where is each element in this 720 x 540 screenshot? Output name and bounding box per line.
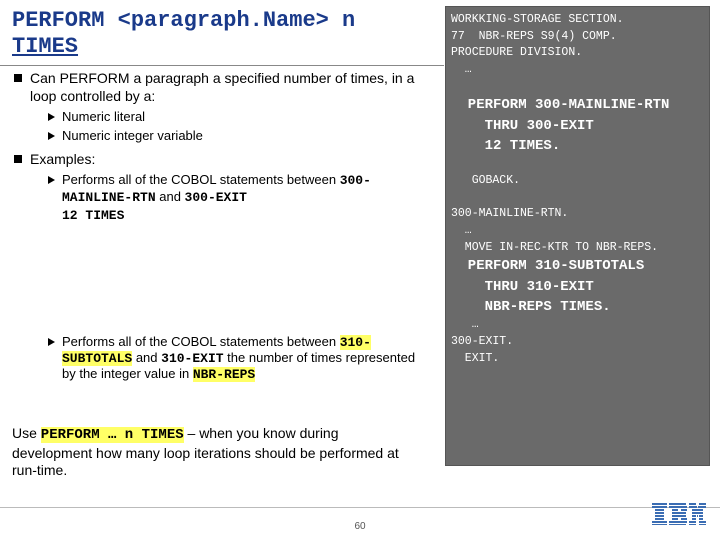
code-panel: WORKKING-STORAGE SECTION. 77 NBR-REPS S9…	[445, 6, 710, 466]
sub-list-1: Numeric literal Numeric integer variable	[30, 109, 432, 145]
c-l2: 77 NBR-REPS S9(4) COMP.	[451, 30, 617, 43]
ex2-and: and	[132, 350, 161, 365]
use-pre: Use	[12, 425, 41, 441]
bullet-list: Can PERFORM a paragraph a specified numb…	[12, 70, 432, 224]
footer-rule	[0, 507, 720, 508]
c-p1a: PERFORM 300-MAINLINE-RTN	[451, 97, 669, 113]
ex2-m3: NBR-REPS	[193, 367, 255, 382]
c-s6: EXIT.	[451, 352, 499, 365]
title-param: <paragraph.Name>	[118, 8, 329, 33]
c-p1c: 12 TIMES.	[451, 138, 560, 154]
code-content: WORKKING-STORAGE SECTION. 77 NBR-REPS S9…	[445, 6, 710, 373]
c-s5: 300-EXIT.	[451, 335, 513, 348]
ex1-m3: 12 TIMES	[62, 208, 124, 223]
c-l1: WORKKING-STORAGE SECTION.	[451, 13, 624, 26]
title-perform: PERFORM	[12, 8, 118, 33]
page-number: 60	[0, 521, 720, 532]
bullet-2: Examples: Performs all of the COBOL stat…	[12, 151, 432, 224]
sub-1: Numeric literal	[48, 109, 432, 125]
bullet-1-text: Can PERFORM a paragraph a specified numb…	[30, 70, 414, 104]
ex2-pre: Performs all of the COBOL statements bet…	[62, 334, 340, 349]
title-times: TIMES	[12, 34, 78, 59]
sub-list-3: Performs all of the COBOL statements bet…	[12, 334, 432, 382]
slide-title: PERFORM <paragraph.Name> n TIMES	[0, 0, 444, 66]
ex1-m2: 300-EXIT	[185, 190, 247, 205]
c-l4: …	[451, 63, 472, 76]
sub-2: Numeric integer variable	[48, 128, 432, 144]
c-p2c: NBR-REPS TIMES.	[451, 299, 611, 315]
example-1: Performs all of the COBOL statements bet…	[48, 172, 432, 224]
ex2-m2: 310-EXIT	[161, 351, 223, 366]
content-left: Can PERFORM a paragraph a specified numb…	[12, 70, 432, 388]
c-s1: 300-MAINLINE-RTN.	[451, 207, 568, 220]
use-kw: PERFORM … n TIMES	[41, 427, 184, 443]
title-n: n	[329, 8, 355, 33]
example-2: Performs all of the COBOL statements bet…	[48, 334, 432, 382]
bullet-2-text: Examples:	[30, 151, 95, 167]
c-l3: PROCEDURE DIVISION.	[451, 46, 582, 59]
c-s2: …	[451, 224, 472, 237]
ex1-and: and	[156, 189, 185, 204]
c-p2b: THRU 310-EXIT	[451, 279, 594, 295]
ex1-pre: Performs all of the COBOL statements bet…	[62, 172, 340, 187]
c-p1b: THRU 300-EXIT	[451, 118, 594, 134]
sub-list-2: Performs all of the COBOL statements bet…	[30, 172, 432, 224]
c-s3: MOVE IN-REC-KTR TO NBR-REPS.	[451, 241, 658, 254]
ibm-logo	[652, 503, 706, 530]
ibm-logo-icon	[652, 503, 706, 525]
c-p2a: PERFORM 310-SUBTOTALS	[451, 258, 644, 274]
bullet-1: Can PERFORM a paragraph a specified numb…	[12, 70, 432, 145]
slide: PERFORM <paragraph.Name> n TIMES Can PER…	[0, 0, 720, 540]
use-note: Use PERFORM … n TIMES – when you know du…	[12, 425, 422, 480]
c-s4: …	[451, 318, 479, 331]
c-gb: GOBACK.	[451, 174, 520, 187]
